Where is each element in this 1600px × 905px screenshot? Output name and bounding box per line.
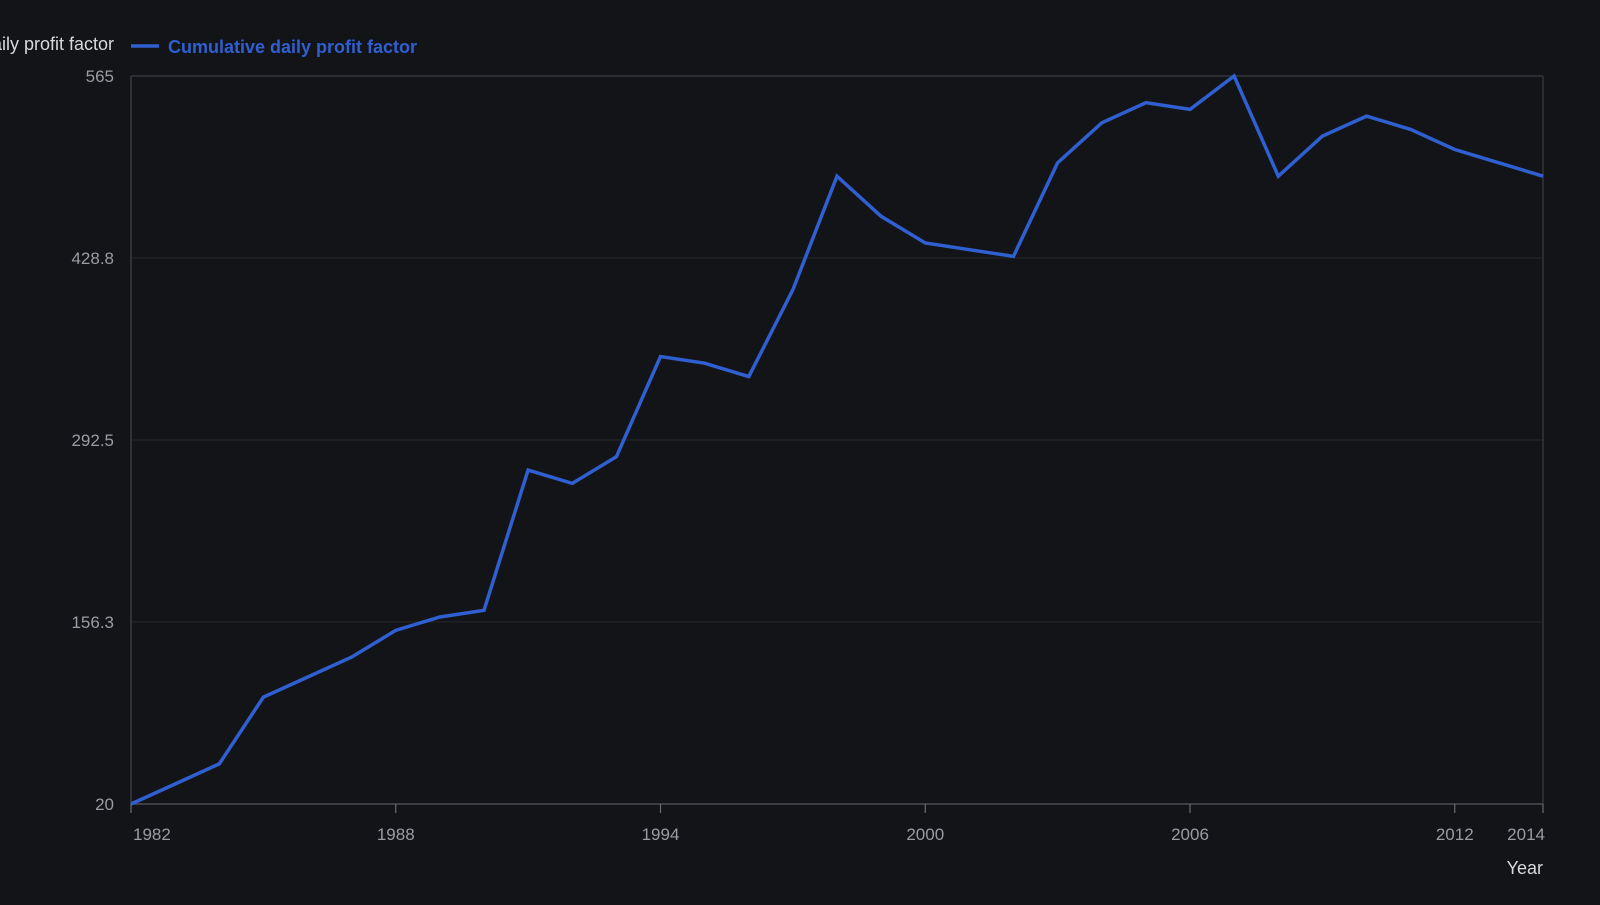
x-tick-label: 1982 [133,825,171,844]
y-tick-label: 20 [95,795,114,814]
y-axis-title: Cumulative daily profit factor [0,34,114,54]
y-tick-label: 565 [86,67,114,86]
x-tick-label: 2000 [906,825,944,844]
x-axis-title: Year [1507,858,1543,878]
grid-layer [131,258,1543,622]
y-tick-label: 292.5 [71,431,114,450]
y-tick-label: 428.8 [71,249,114,268]
x-tick-label: 2006 [1171,825,1209,844]
legend-label: Cumulative daily profit factor [168,37,417,57]
label-layer: 20 156.3 292.5 428.8 565 1982 1988 1994 2000 2006… [0,34,1545,878]
x-tick-label: 2014 [1507,825,1545,844]
x-tick-label: 2012 [1436,825,1474,844]
x-tick-label: 1994 [642,825,680,844]
y-tick-label: 156.3 [71,613,114,632]
axis-layer [131,76,1543,813]
x-tick-label: 1988 [377,825,415,844]
